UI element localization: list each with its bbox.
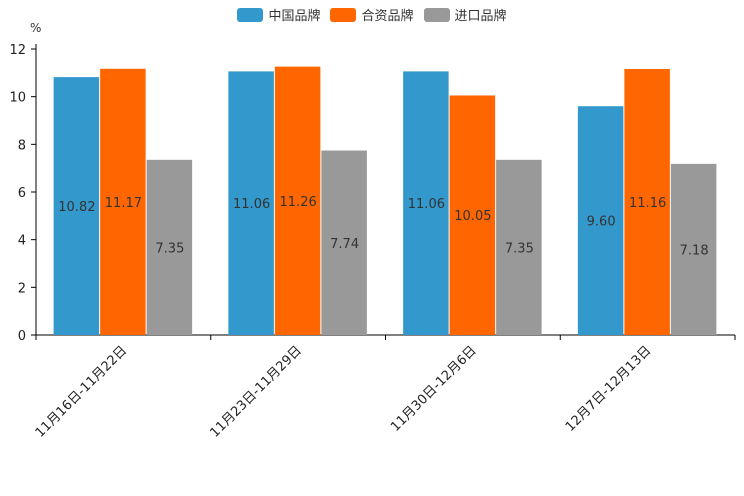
bar-data-label: 10.82 bbox=[58, 200, 95, 215]
bar bbox=[670, 163, 717, 335]
y-tick-label: 4 bbox=[18, 234, 26, 249]
bar-data-label: 7.18 bbox=[680, 243, 709, 258]
bar-data-label: 11.06 bbox=[408, 197, 445, 212]
bar bbox=[624, 69, 670, 336]
bar-data-label: 9.60 bbox=[587, 215, 616, 230]
y-tick-label: 6 bbox=[18, 186, 26, 201]
y-tick-label: 0 bbox=[18, 329, 26, 344]
bar bbox=[321, 150, 367, 335]
bar bbox=[53, 77, 100, 335]
legend-label: 进口品牌 bbox=[454, 9, 507, 24]
bar bbox=[274, 66, 321, 336]
y-tick-label: 2 bbox=[18, 281, 26, 296]
legend-item-imported-brand[interactable]: 进口品牌 bbox=[423, 5, 507, 24]
legend-swatch bbox=[330, 7, 357, 22]
legend-label: 合资品牌 bbox=[361, 9, 414, 24]
y-axis-unit: % bbox=[30, 21, 42, 35]
x-category-label: 11月16日-11月22日 bbox=[33, 343, 130, 440]
bar bbox=[228, 71, 274, 336]
y-tick-label: 10 bbox=[9, 91, 26, 106]
y-tick-label: 8 bbox=[18, 138, 26, 153]
bar bbox=[146, 159, 193, 335]
x-category-label: 11月23日-11月29日 bbox=[207, 343, 304, 440]
legend-item-china-brand[interactable]: 中国品牌 bbox=[237, 5, 320, 24]
y-tick-label: 12 bbox=[9, 43, 26, 58]
bar-data-label: 11.17 bbox=[105, 196, 142, 211]
bar-data-label: 11.16 bbox=[629, 196, 666, 211]
legend-swatch bbox=[237, 7, 264, 22]
bar bbox=[403, 71, 449, 336]
bar-data-label: 11.06 bbox=[233, 197, 270, 212]
bar bbox=[449, 95, 496, 335]
bar-data-label: 7.35 bbox=[505, 241, 534, 256]
x-category-label: 12月7日-12月13日 bbox=[563, 343, 655, 435]
x-category-label: 11月30日-12月6日 bbox=[388, 343, 480, 435]
chart-legend: 中国品牌 合资品牌 进口品牌 bbox=[0, 5, 744, 24]
bar bbox=[100, 68, 146, 335]
legend-label: 中国品牌 bbox=[268, 9, 321, 24]
bar-data-label: 11.26 bbox=[280, 195, 317, 210]
legend-item-joint-venture-brand[interactable]: 合资品牌 bbox=[330, 5, 414, 24]
bar-data-label: 7.35 bbox=[155, 241, 184, 256]
bar bbox=[496, 159, 542, 335]
bar-data-label: 10.05 bbox=[454, 209, 491, 224]
bar bbox=[577, 106, 624, 335]
legend-swatch bbox=[423, 7, 450, 22]
bar-data-label: 7.74 bbox=[330, 237, 359, 252]
